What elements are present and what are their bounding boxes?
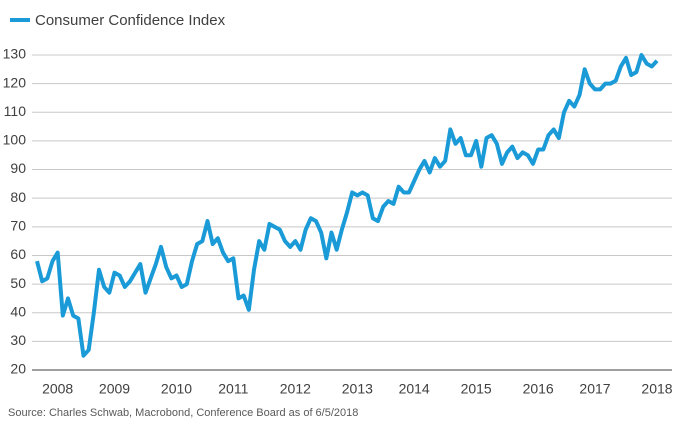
x-tick-label: 2010 [161, 381, 192, 397]
x-tick-label: 2013 [342, 381, 373, 397]
x-tick-label: 2009 [99, 381, 130, 397]
x-tick-label: 2012 [280, 381, 311, 397]
x-tick-label: 2014 [399, 381, 430, 397]
y-tick-label: 50 [10, 275, 26, 291]
y-tick-label: 110 [4, 103, 27, 119]
y-tick-label: 80 [10, 189, 26, 205]
x-tick-label: 2016 [523, 381, 554, 397]
legend-label: Consumer Confidence Index [35, 12, 226, 29]
x-tick-label: 2017 [579, 381, 610, 397]
y-tick-label: 20 [10, 361, 26, 377]
y-tick-label: 60 [10, 246, 26, 262]
x-tick-label: 2011 [218, 381, 248, 397]
source-note: Source: Charles Schwab, Macrobond, Confe… [8, 407, 358, 419]
y-tick-label: 100 [3, 132, 27, 148]
y-tick-label: 90 [10, 160, 26, 176]
y-tick-label: 30 [10, 332, 26, 348]
y-tick-label: 70 [10, 218, 26, 234]
x-tick-label: 2015 [461, 381, 492, 397]
y-tick-label: 40 [10, 303, 26, 319]
x-tick-label: 2008 [42, 381, 73, 397]
y-tick-label: 130 [3, 46, 27, 62]
data-line [35, 53, 659, 358]
x-tick-label: 2018 [641, 381, 672, 397]
y-tick-label: 120 [3, 74, 27, 90]
